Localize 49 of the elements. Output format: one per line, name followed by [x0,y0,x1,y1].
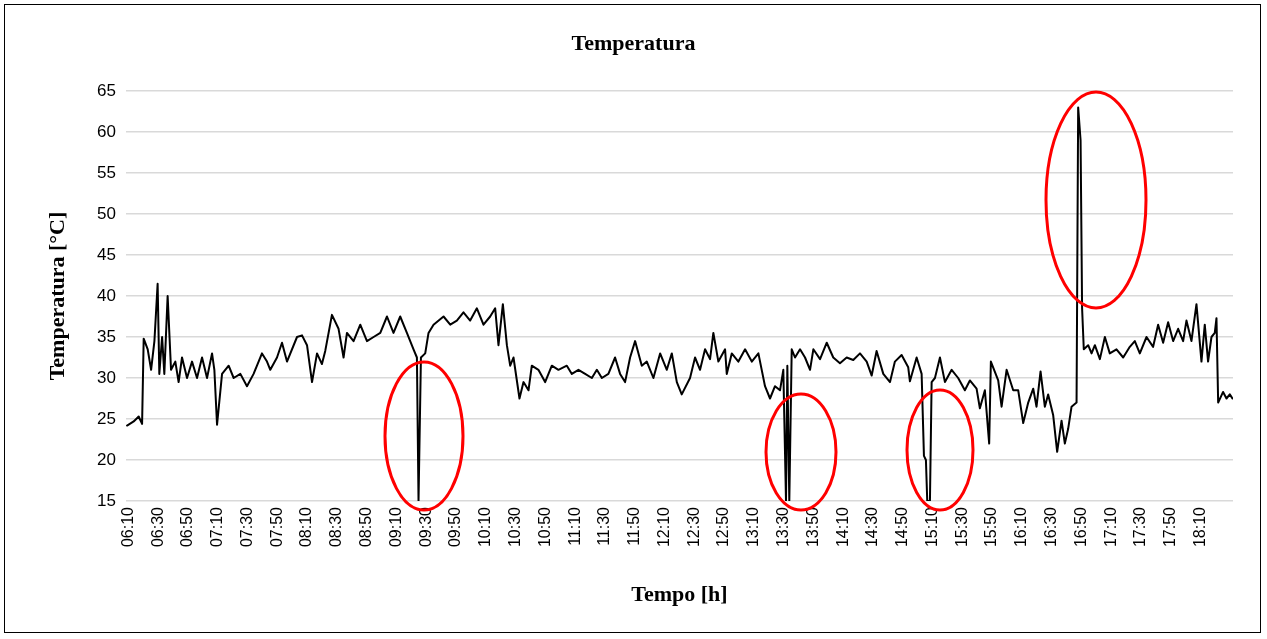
x-tick-label: 13:30 [773,506,791,548]
y-tick-label: 55 [97,162,116,182]
y-tick-label: 35 [97,326,116,346]
x-tick-label: 10:10 [476,506,494,548]
x-tick-label: 06:30 [148,506,166,548]
y-tick-label: 20 [97,449,116,469]
x-tick-label: 13:50 [803,506,821,548]
x-tick-label: 14:10 [833,506,851,548]
x-tick-label: 11:30 [595,506,613,546]
x-tick-label: 15:30 [952,506,970,548]
x-tick-label: 14:30 [863,506,881,548]
x-tick-label: 17:50 [1161,506,1179,548]
x-tick-label: 07:30 [237,506,255,548]
x-tick-label: 07:50 [267,506,285,548]
y-tick-label: 45 [97,244,116,264]
y-tick-label: 30 [97,367,116,387]
y-tick-label: 40 [97,285,116,305]
y-tick-label: 15 [97,490,116,510]
x-tick-label: 16:50 [1071,506,1089,548]
x-tick-label: 11:10 [565,506,583,546]
x-tick-label: 12:50 [714,506,732,548]
y-axis-title: Temperatura [°C] [43,211,69,381]
chart-title: Temperatura [571,29,696,55]
x-tick-label: 13:10 [744,506,762,548]
x-tick-label: 17:30 [1131,506,1149,548]
x-tick-label: 14:50 [893,506,911,548]
x-tick-label: 17:10 [1101,506,1119,548]
x-tick-label: 16:10 [1012,506,1030,548]
x-tick-label: 18:10 [1190,506,1208,548]
x-tick-label: 06:50 [178,506,196,548]
x-tick-label: 07:10 [208,506,226,548]
y-tick-label: 25 [97,408,116,428]
x-tick-label: 10:30 [505,506,523,548]
y-tick-label: 60 [97,121,116,141]
x-tick-label: 09:50 [446,506,464,548]
x-tick-label: 12:10 [654,506,672,548]
x-tick-label: 08:10 [297,506,315,548]
x-tick-label: 08:30 [327,506,345,548]
x-tick-label: 08:50 [357,506,375,548]
x-tick-label: 09:10 [386,506,404,548]
x-axis-title: Tempo [h] [631,581,728,607]
x-tick-label: 11:50 [625,506,643,546]
x-tick-label: 16:30 [1042,506,1060,548]
x-tick-label: 10:50 [535,506,553,548]
x-tick-label: 06:10 [118,506,136,548]
y-tick-label: 50 [97,203,116,223]
x-tick-label: 12:30 [684,506,702,548]
y-tick-label: 65 [97,80,116,100]
x-tick-label: 15:50 [982,506,1000,548]
